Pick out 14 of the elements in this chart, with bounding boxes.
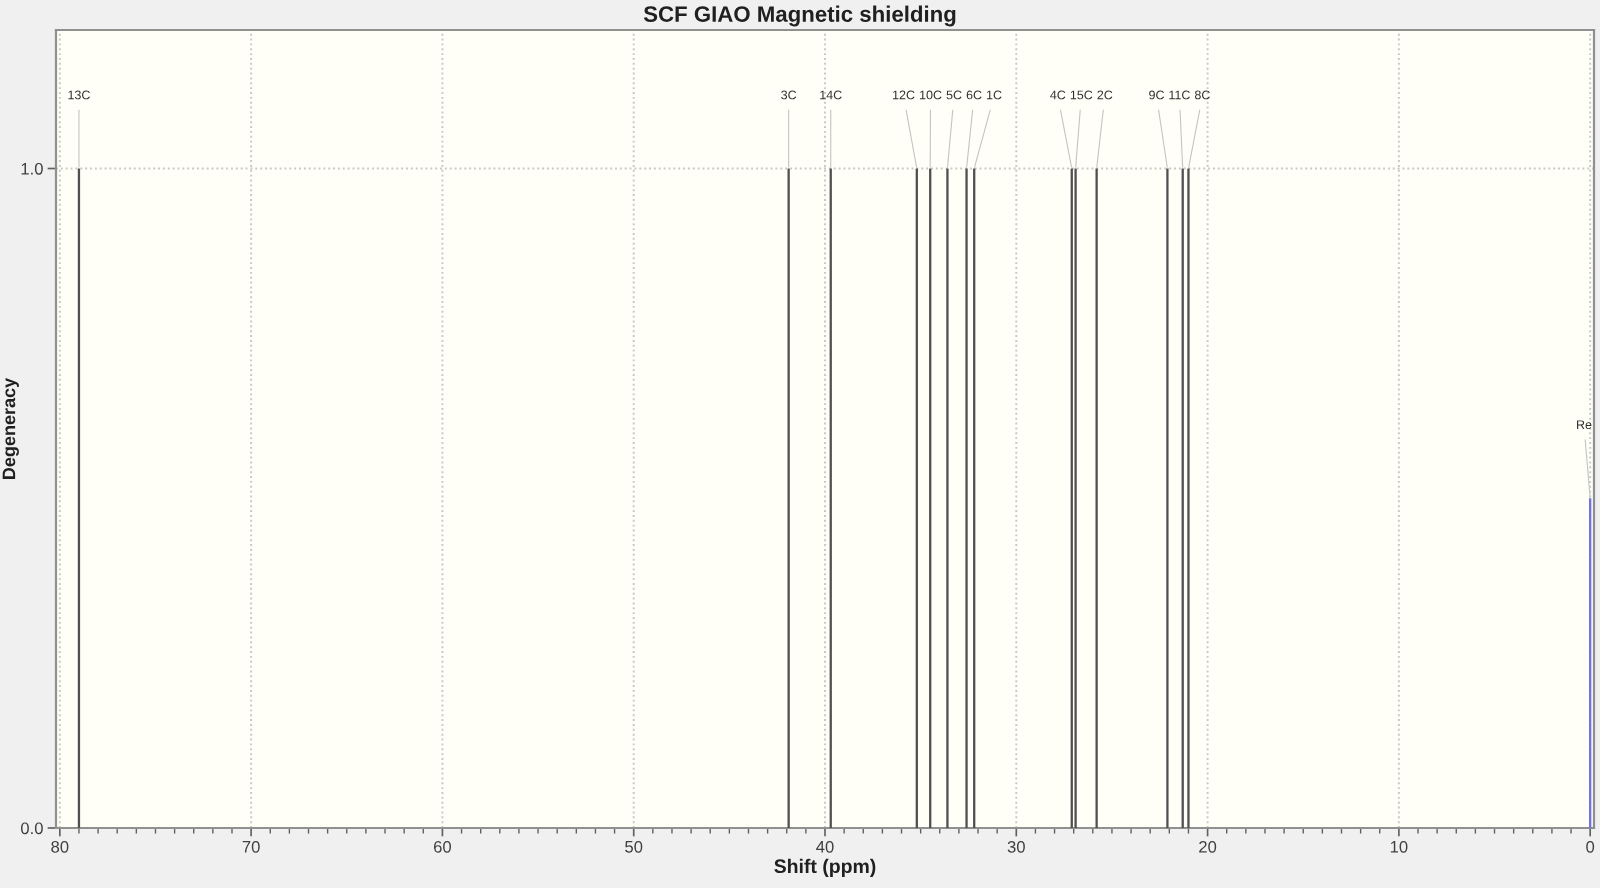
x-tick-label: 80 xyxy=(51,840,69,853)
x-tick-label: 50 xyxy=(625,840,643,853)
x-tick-label: 60 xyxy=(433,840,452,853)
x-tick-label: 30 xyxy=(1007,840,1025,853)
x-tick-label: 10 xyxy=(1390,840,1408,853)
x-tick-label: 40 xyxy=(816,840,834,853)
x-axis-title: Shift (ppm) xyxy=(774,858,876,877)
x-tick-label: 70 xyxy=(242,840,260,853)
x-tick-label: 0 xyxy=(1586,840,1595,853)
y-tick-label: 1.0 xyxy=(21,162,43,175)
y-axis-title: Degeneracy xyxy=(2,377,19,479)
y-tick-label: 0.0 xyxy=(20,822,43,835)
chart-title: SCF GIAO Magnetic shielding xyxy=(643,5,956,27)
x-tick-label: 20 xyxy=(1199,840,1217,853)
